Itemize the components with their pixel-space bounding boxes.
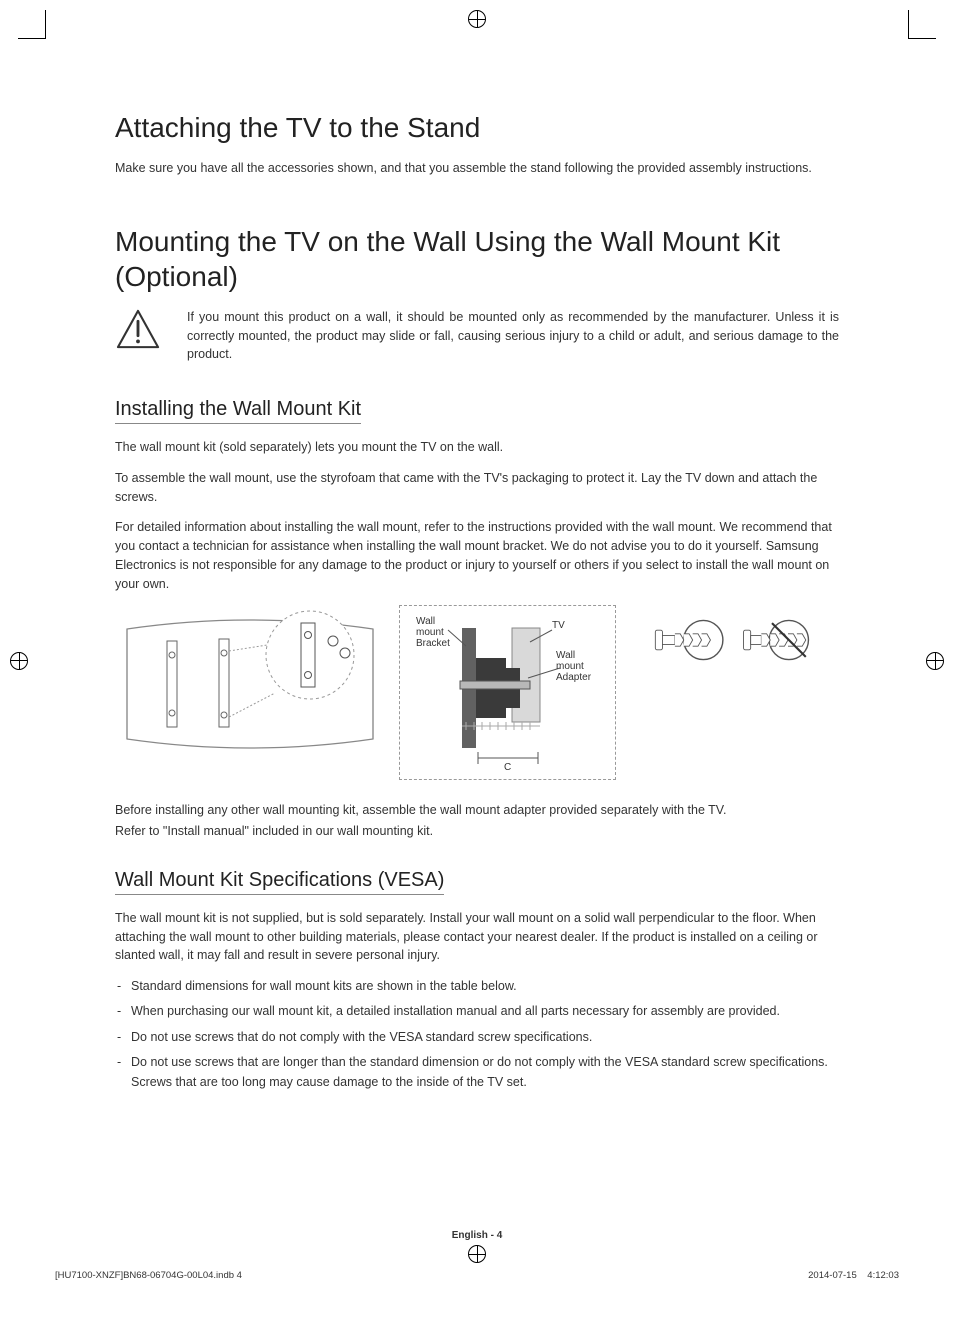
diagram-mount-cross-section: Wall mount Bracket TV Wall mount Adapter… (399, 605, 616, 780)
install-p2: To assemble the wall mount, use the styr… (115, 469, 839, 507)
vesa-intro: The wall mount kit is not supplied, but … (115, 909, 839, 965)
vesa-list-item: Standard dimensions for wall mount kits … (131, 977, 839, 996)
install-p1: The wall mount kit (sold separately) let… (115, 438, 839, 457)
diagram-label-tv: TV (552, 620, 565, 631)
warning-text: If you mount this product on a wall, it … (187, 308, 839, 364)
vesa-list-item: Do not use screws that are longer than t… (131, 1053, 839, 1092)
footer-timestamp: 2014-07-15 4:12:03 (808, 1270, 899, 1281)
subsection-vesa: Wall Mount Kit Specifications (VESA) The… (115, 869, 839, 1092)
page-content: Attaching the TV to the Stand Make sure … (0, 0, 954, 1321)
warning-icon (115, 308, 161, 350)
screw-not-ok-icon (740, 615, 820, 665)
warning-block: If you mount this product on a wall, it … (115, 308, 839, 364)
vesa-list: Standard dimensions for wall mount kits … (115, 977, 839, 1092)
diagram-row: Wall mount Bracket TV Wall mount Adapter… (115, 605, 839, 785)
footer-file: [HU7100-XNZF]BN68-06704G-00L04.indb 4 (55, 1270, 242, 1281)
warning-paragraph: If you mount this product on a wall, it … (187, 308, 839, 364)
diagram-label-c: C (504, 762, 511, 773)
install-after-1: Before installing any other wall mountin… (115, 801, 839, 820)
section-attaching-stand: Attaching the TV to the Stand Make sure … (115, 110, 839, 178)
diagram-label-bracket: Wall mount Bracket (416, 616, 456, 649)
diagram-screws (630, 605, 839, 675)
install-after-2: Refer to "Install manual" included in ou… (115, 822, 839, 841)
vesa-list-item: When purchasing our wall mount kit, a de… (131, 1002, 839, 1021)
subsection-installing-kit: Installing the Wall Mount Kit The wall m… (115, 398, 839, 841)
diagram-label-adapter: Wall mount Adapter (556, 650, 602, 683)
screw-ok-icon (650, 615, 730, 665)
heading-installing-kit: Installing the Wall Mount Kit (115, 398, 361, 424)
heading-attaching-stand: Attaching the TV to the Stand (115, 110, 839, 145)
install-p3: For detailed information about installin… (115, 518, 839, 593)
section-mounting-wall: Mounting the TV on the Wall Using the Wa… (115, 224, 839, 1092)
footer-meta: [HU7100-XNZF]BN68-06704G-00L04.indb 4 20… (55, 1270, 899, 1281)
heading-mounting-wall: Mounting the TV on the Wall Using the Wa… (115, 224, 839, 294)
body-attaching-stand: Make sure you have all the accessories s… (115, 159, 839, 178)
diagram-tv-panel (115, 605, 385, 765)
vesa-list-item: Do not use screws that do not comply wit… (131, 1028, 839, 1047)
footer-page-number: English - 4 (0, 1230, 954, 1241)
heading-vesa: Wall Mount Kit Specifications (VESA) (115, 869, 444, 895)
